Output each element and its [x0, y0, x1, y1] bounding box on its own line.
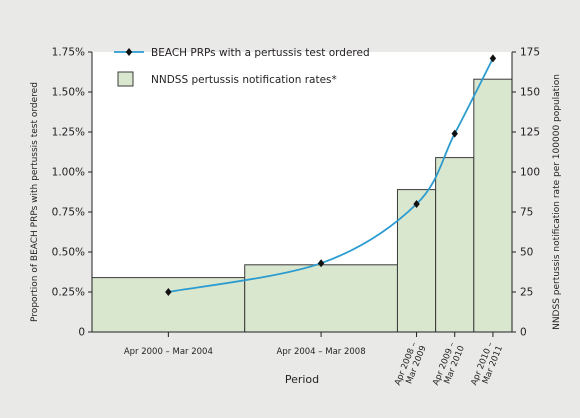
x-tick-label-group: Apr 2009 –Mar 2010	[431, 341, 467, 387]
left-tick-label: 0.75%	[52, 207, 85, 219]
legend-diamond-icon	[125, 48, 133, 56]
left-tick-label: 1.75%	[52, 47, 85, 59]
bar-5	[473, 78, 513, 333]
left-tick-label: 0.50%	[52, 247, 85, 259]
right-tick-label: 100	[520, 167, 540, 179]
line-marker-4	[451, 129, 458, 138]
legend-bar-swatch	[117, 71, 134, 87]
left-tick-label: 0.25%	[52, 287, 85, 299]
bar-1	[91, 277, 246, 333]
legend-label-beach: BEACH PRPs with a pertussis test ordered	[151, 47, 370, 59]
x-tick-label: Apr 2000 – Mar 2004	[124, 347, 213, 357]
line-marker-5	[489, 54, 497, 63]
series-line-beach	[168, 57, 494, 293]
line-marker-3	[413, 200, 420, 208]
legend-label-nndss: NNDSS pertussis notification rates*	[151, 74, 337, 86]
right-tick-label: 25	[520, 287, 533, 299]
right-tick-label: 175	[520, 47, 540, 59]
bar-4	[435, 157, 475, 333]
bar-2	[244, 264, 398, 333]
right-axis-title: NNDSS pertussis notification rate per 10…	[552, 74, 562, 330]
x-tick-label-group: Apr 2010 –Mar 2011	[469, 341, 505, 387]
left-tick-label: 1.25%	[52, 127, 85, 139]
left-tick-label: 1.00%	[52, 167, 85, 179]
x-axis-title: Period	[285, 373, 319, 386]
x-tick-label: Apr 2004 – Mar 2008	[277, 347, 366, 357]
line-marker-1	[165, 288, 172, 296]
line-marker-2	[317, 259, 325, 268]
right-tick-label: 75	[520, 207, 533, 219]
right-tick-label: 125	[520, 127, 540, 139]
right-tick-label: 150	[520, 87, 540, 99]
right-tick-label: 50	[520, 247, 533, 259]
left-tick-label: 1.50%	[52, 87, 85, 99]
right-tick-label: 0	[520, 327, 527, 339]
left-tick-label: 0	[78, 327, 85, 339]
left-axis-title: Proportion of BEACH PRPs with pertussis …	[30, 82, 40, 322]
x-tick-label-group: Apr 2008 –Mar 2009	[393, 341, 429, 387]
bar-3	[396, 189, 437, 333]
